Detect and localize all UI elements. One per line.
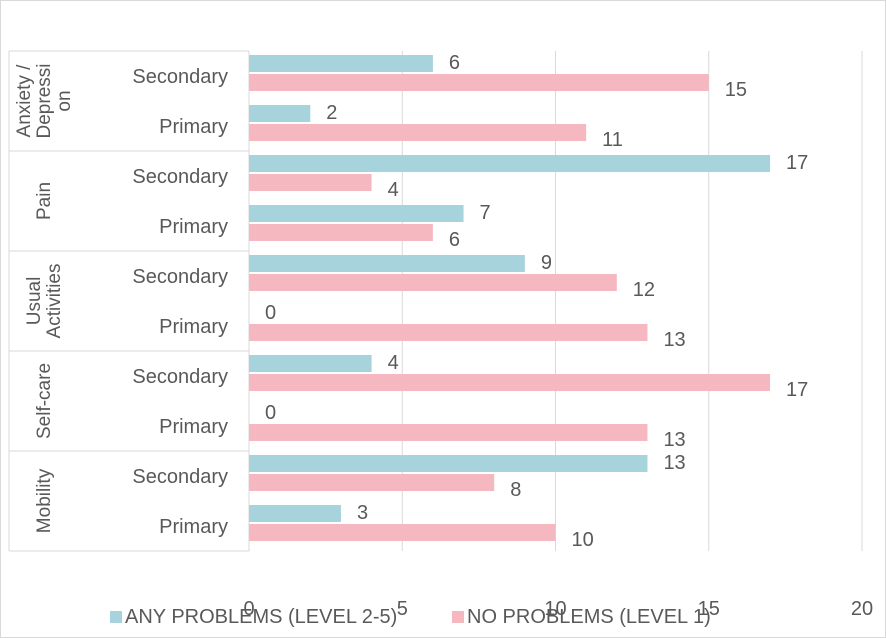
x-tick-label: 5 [397,598,408,620]
bar-no-problems [249,174,372,191]
legend-item-no-problems: NO PROBLEMS (LEVEL 1) [452,606,711,628]
group-label: UsualActivities [24,264,65,339]
legend-label: NO PROBLEMS (LEVEL 1) [467,606,711,628]
group-label-line: Anxiety / [14,64,35,138]
category-label: Secondary [132,366,228,388]
data-label-any: 17 [786,152,808,174]
group-label: Mobility [34,468,55,533]
group-label: Anxiety /Depression [14,64,75,139]
legend-label: ANY PROBLEMS (LEVEL 2-5) [125,606,397,628]
bar-any-problems [249,505,341,522]
category-label: Secondary [132,466,228,488]
data-label-any: 0 [265,402,276,424]
data-label-none: 17 [786,379,808,401]
group-label-line: Pain [34,182,55,220]
data-label-any: 0 [265,302,276,324]
group-label-line: Depressi [34,64,55,139]
data-label-none: 8 [510,479,521,501]
data-label-none: 6 [449,229,460,251]
bars [249,55,771,541]
data-label-any: 7 [480,202,491,224]
data-label-none: 4 [388,179,399,201]
bar-no-problems [249,424,648,441]
legend-swatch [452,611,464,623]
data-label-none: 15 [725,79,747,101]
data-label-none: 10 [572,529,594,551]
bar-any-problems [249,355,372,372]
data-label-any: 13 [663,452,685,474]
data-label-any: 3 [357,502,368,524]
data-label-any: 9 [541,252,552,274]
bar-any-problems [249,455,648,472]
category-label: Primary [159,416,228,438]
bar-any-problems [249,105,311,122]
bar-any-problems [249,205,464,222]
x-tick-label: 10 [544,598,566,620]
data-label-none: 13 [663,329,685,351]
bar-any-problems [249,255,525,272]
data-label-none: 12 [633,279,655,301]
bar-no-problems [249,274,617,291]
data-label-none: 13 [663,429,685,451]
category-label: Secondary [132,266,228,288]
category-label: Secondary [132,66,228,88]
data-label-any: 2 [326,102,337,124]
category-label: Secondary [132,166,228,188]
group-label-line: on [54,90,75,111]
group-label-line: Self-care [34,363,55,439]
x-tick-label: 0 [243,598,254,620]
bar-no-problems [249,224,433,241]
category-label: Primary [159,116,228,138]
category-label: Primary [159,316,228,338]
bar-no-problems [249,374,771,391]
x-tick-label: 20 [851,598,873,620]
x-tick-label: 15 [698,598,720,620]
group-label-line: Activities [44,264,65,339]
data-label-any: 6 [449,52,460,74]
category-label: Primary [159,516,228,538]
bar-any-problems [249,155,771,172]
bar-no-problems [249,74,709,91]
group-label: Self-care [34,363,55,439]
bar-no-problems [249,524,556,541]
legend: ANY PROBLEMS (LEVEL 2-5) NO PROBLEMS (LEV… [110,606,711,628]
legend-item-any-problems: ANY PROBLEMS (LEVEL 2-5) [110,606,397,628]
group-label-line: Usual [24,277,45,326]
group-label: Pain [34,182,55,220]
data-label-any: 4 [388,352,399,374]
bar-no-problems [249,124,587,141]
category-label: Primary [159,216,228,238]
data-label-none: 11 [602,129,623,151]
bar-no-problems [249,474,495,491]
legend-swatch [110,611,122,623]
bar-no-problems [249,324,648,341]
group-label-line: Mobility [34,468,55,533]
bar-any-problems [249,55,433,72]
